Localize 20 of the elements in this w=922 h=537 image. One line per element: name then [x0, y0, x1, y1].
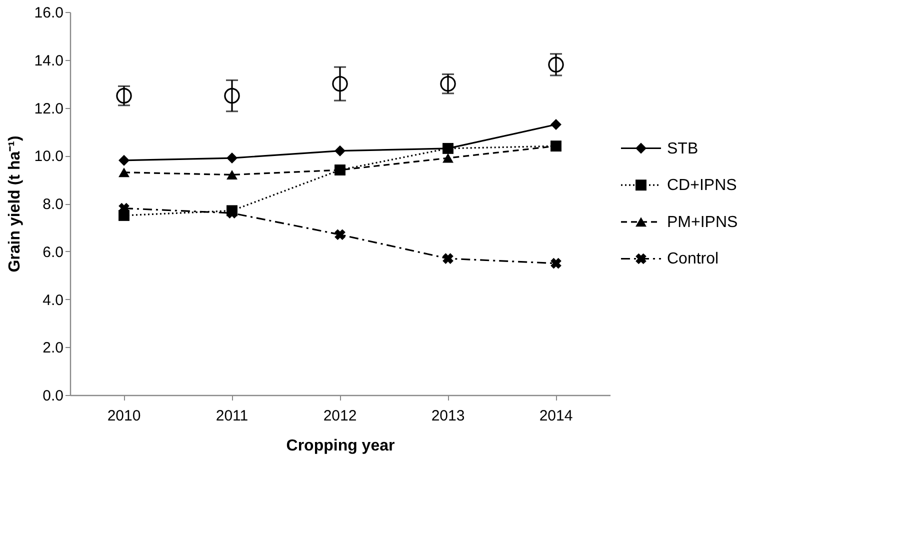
x-tick-label: 2011 — [216, 408, 248, 424]
legend-label: Control — [667, 250, 719, 268]
x-tick-label: 2014 — [539, 408, 573, 424]
y-tick-label: 0.0 — [42, 388, 64, 404]
y-tick-label: 8.0 — [42, 196, 64, 213]
y-tick-label: 2.0 — [42, 340, 64, 357]
y-tick-label: 12.0 — [34, 100, 64, 118]
legend-label: CD+IPNS — [667, 177, 737, 194]
y-tick-label: 4.0 — [42, 292, 64, 309]
x-axis-title: Cropping year — [286, 438, 395, 454]
y-axis-title: Grain yield (t ha⁻¹) — [6, 136, 24, 272]
y-tick-label: 16.0 — [34, 4, 64, 22]
y-tick-label: 6.0 — [42, 244, 64, 261]
y-tick-label: 10.0 — [34, 148, 64, 166]
legend-label: STB — [667, 140, 698, 158]
x-tick-label: 2010 — [107, 408, 141, 424]
x-tick-label: 2012 — [323, 408, 357, 424]
y-tick-label: 14.0 — [34, 52, 64, 70]
legend-label: PM+IPNS — [667, 214, 738, 231]
x-tick-label: 2013 — [431, 408, 465, 424]
